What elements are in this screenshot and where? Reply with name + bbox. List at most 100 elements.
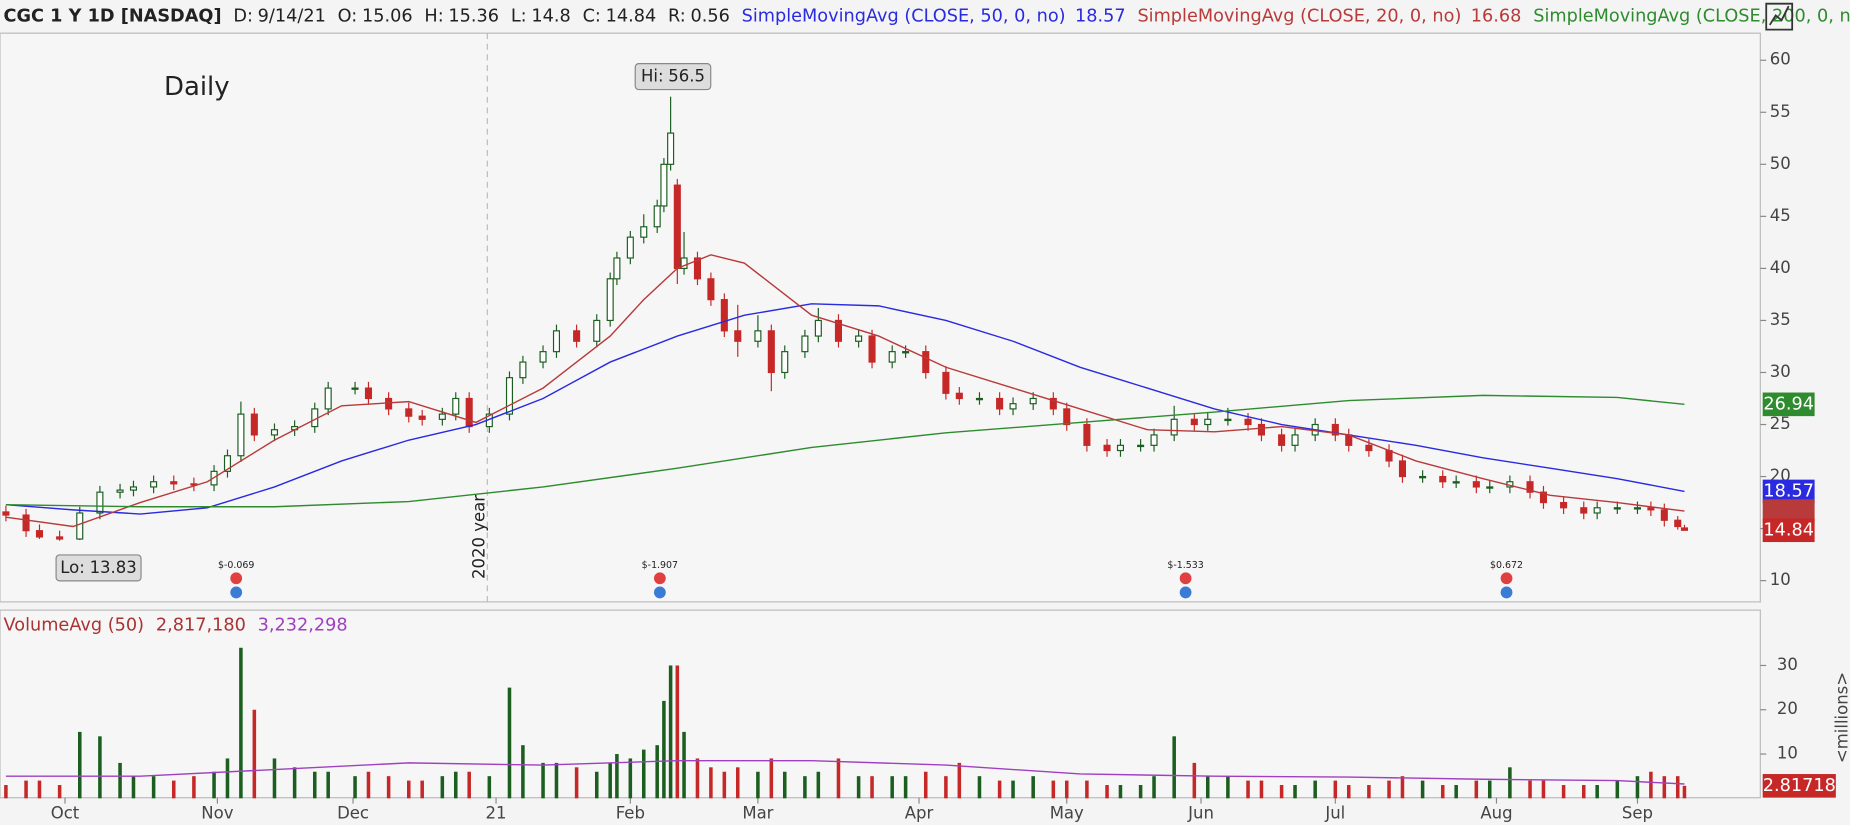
value-tag: [1762, 774, 1836, 798]
volume-bar: [406, 780, 411, 799]
callout-box: [55, 554, 142, 582]
dividend-icon: [1179, 586, 1192, 599]
volume-bar: [57, 785, 62, 799]
earnings-icon: [230, 572, 243, 585]
legend-value: 2,817,180: [156, 615, 246, 635]
candle-body: [573, 330, 581, 342]
y-tick-label: 45: [1770, 206, 1791, 225]
candle-body: [35, 530, 44, 538]
legend-entry: VolumeAvg (50): [4, 615, 144, 635]
volume-bar: [1454, 785, 1458, 799]
candle-body: [1029, 397, 1037, 405]
legend-entry: SimpleMovingAvg (CLOSE, 20, 0, no): [1137, 7, 1461, 27]
volume-bar: [225, 758, 230, 799]
candle-body: [1291, 434, 1299, 446]
volume-bar: [440, 776, 445, 799]
candle-body: [767, 330, 775, 374]
candle-body: [1137, 444, 1145, 448]
candle-body: [1647, 507, 1655, 511]
volume-bar: [1528, 780, 1532, 799]
x-tick-label: Jun: [1187, 804, 1214, 823]
volume-bar: [1635, 776, 1640, 799]
volume-bar: [668, 665, 673, 799]
candle-body: [1116, 444, 1125, 452]
candle-body: [1257, 423, 1266, 436]
legend-value: 18.57: [1075, 7, 1126, 27]
label: L:: [511, 7, 527, 27]
candle-body: [1049, 397, 1057, 410]
x-tick-label: Jul: [1324, 804, 1345, 823]
volume-bar: [655, 745, 659, 799]
volume-bar: [1474, 780, 1479, 799]
callout-box: [634, 63, 712, 91]
volume-bar: [594, 771, 599, 799]
volume-bar: [709, 767, 713, 799]
candle-body: [1244, 418, 1252, 426]
volume-bar: [1105, 785, 1109, 799]
volume-bar: [816, 771, 821, 799]
candle-body: [405, 408, 413, 417]
candle-body: [996, 397, 1004, 410]
volume-bar: [326, 771, 330, 799]
candle-body: [855, 335, 863, 342]
volume-bar: [944, 776, 948, 799]
volume-bar: [870, 776, 874, 799]
volume-bar: [1051, 780, 1056, 799]
volume-bar: [1440, 785, 1445, 799]
event-label: $-0.069: [218, 560, 254, 571]
candle-body: [1613, 507, 1621, 510]
label: H:: [424, 7, 443, 27]
volume-bar: [4, 785, 8, 799]
candle-body: [754, 330, 762, 342]
volume-bar: [1031, 776, 1035, 799]
candle-body: [1190, 418, 1198, 426]
value-tag-label: 18.57: [1763, 481, 1814, 501]
candle-body: [1593, 507, 1601, 514]
volume-bar: [628, 758, 633, 799]
volume-bar: [890, 776, 894, 799]
chart-type-icon[interactable]: [1765, 2, 1794, 31]
volume-bar: [98, 736, 102, 799]
x-tick-label: May: [1050, 804, 1084, 823]
x-tick-label: Feb: [616, 804, 645, 823]
candle-body: [1539, 491, 1548, 504]
volume-bar: [722, 771, 727, 799]
x-tick-label: Apr: [905, 804, 934, 823]
line: [5, 303, 1685, 515]
candle-body: [150, 481, 158, 488]
volume-bar: [803, 776, 807, 799]
candle-body: [76, 512, 84, 540]
candle-body: [734, 330, 742, 342]
line: [5, 394, 1685, 508]
candle-body: [1365, 444, 1373, 452]
volume-bar: [386, 776, 391, 799]
volume-bar: [1118, 785, 1123, 799]
volume-bar: [1675, 776, 1680, 799]
label: O:: [338, 7, 358, 27]
value: 0.56: [690, 7, 729, 27]
candle-body: [1674, 519, 1682, 528]
volume-bar: [1649, 771, 1653, 799]
candle-body: [673, 184, 681, 269]
candle-body: [505, 377, 514, 415]
candle-body: [519, 361, 527, 379]
x-tick-label: Mar: [742, 804, 773, 823]
candle-body: [129, 486, 138, 491]
x-tick-label: Dec: [337, 804, 369, 823]
hi-callout: Hi: 56.5: [641, 66, 705, 85]
volume-bar: [1561, 785, 1566, 799]
label: C:: [583, 7, 601, 27]
candle-body: [942, 371, 950, 394]
label: Hi:: [641, 66, 664, 85]
candle-body: [660, 163, 668, 207]
volume-bar: [1595, 785, 1599, 799]
volume-bar: [192, 776, 196, 799]
x-tick-label: Nov: [201, 804, 233, 823]
volume-bar: [212, 771, 216, 799]
value-tag: [1762, 499, 1815, 523]
line: [5, 254, 1685, 528]
y-tick-label: 60: [1770, 50, 1791, 69]
y-tick-label: 40: [1770, 258, 1791, 277]
volume-bar: [366, 771, 371, 799]
